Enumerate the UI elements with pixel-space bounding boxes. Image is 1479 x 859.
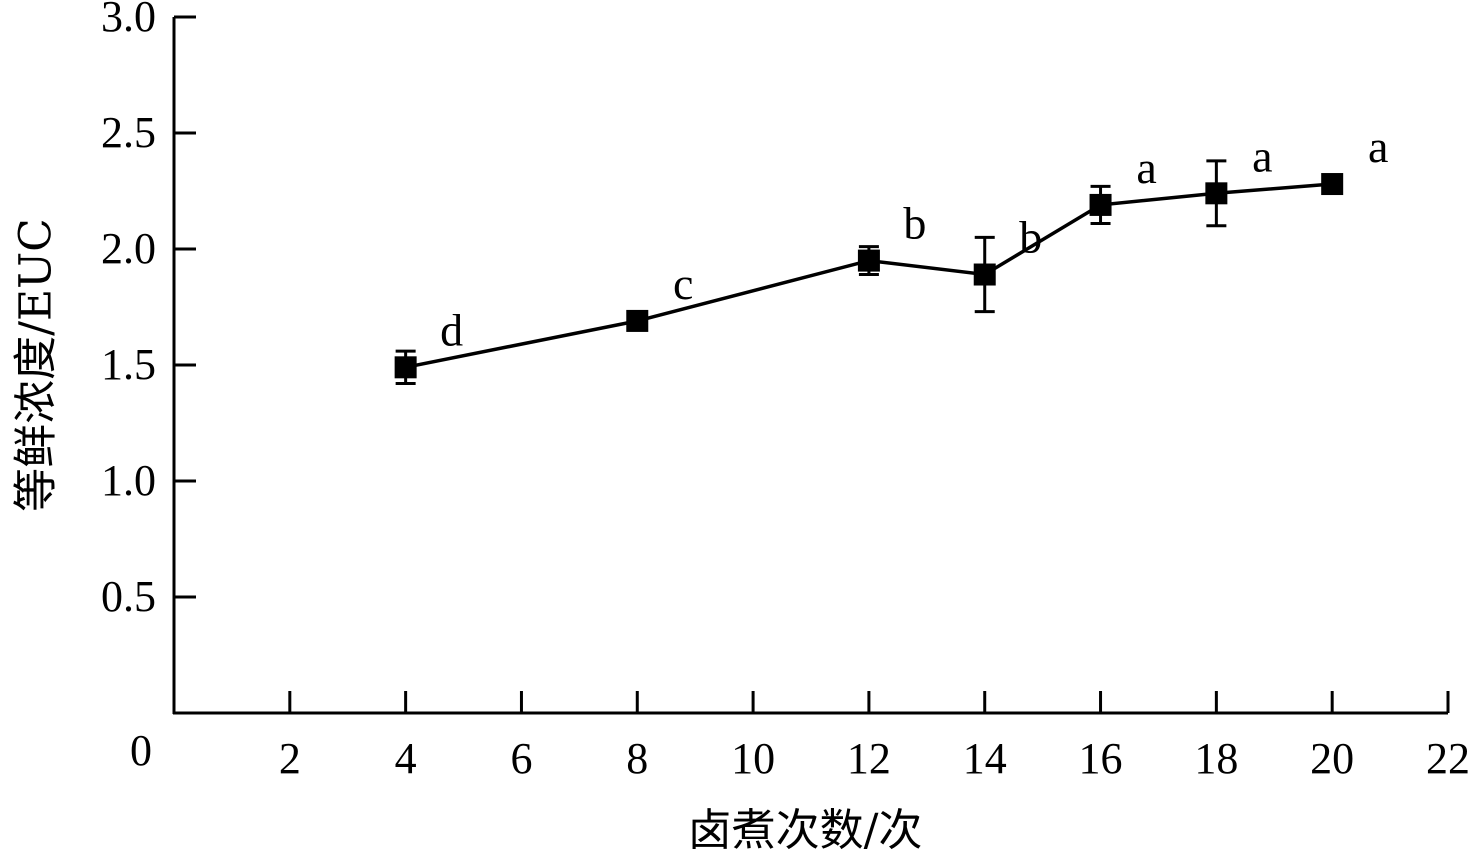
x-tick-label: 18 [1194, 734, 1238, 783]
significance-label: a [1136, 142, 1156, 193]
x-tick-label: 12 [847, 734, 891, 783]
significance-label: d [440, 304, 463, 355]
x-tick-label: 10 [731, 734, 775, 783]
axes [172, 17, 1448, 715]
x-tick-label: 6 [510, 734, 532, 783]
x-tick-label: 8 [626, 734, 648, 783]
data-point-marker [394, 356, 417, 379]
significance-label: a [1252, 130, 1272, 181]
y-tick-label: 2.5 [101, 108, 156, 157]
y-ticks: 0.5 1.0 1.5 2.0 2.5 3.0 [101, 0, 196, 621]
x-ticks: 2 4 6 8 10 12 14 16 18 20 22 [279, 691, 1470, 783]
x-tick-label: 20 [1310, 734, 1354, 783]
x-tick-label: 16 [1079, 734, 1123, 783]
significance-label: a [1368, 121, 1388, 172]
significance-label: c [673, 258, 693, 309]
y-tick-label: 2.0 [101, 224, 156, 273]
y-tick-label: 3.0 [101, 0, 156, 41]
data-point-marker [1089, 193, 1112, 216]
data-point-marker [626, 309, 649, 332]
series: d c b b a a a [394, 121, 1388, 386]
x-tick-label: 14 [963, 734, 1007, 783]
y-tick-label: 1.5 [101, 340, 156, 389]
x-axis-title: 卤煮次数/次 [688, 805, 923, 856]
origin-label: 0 [130, 726, 152, 775]
x-tick-label: 22 [1426, 734, 1470, 783]
x-tick-label: 2 [279, 734, 301, 783]
y-tick-label: 0.5 [101, 572, 156, 621]
y-tick-label: 1.0 [101, 456, 156, 505]
y-axis-title: 等鲜浓度/EUC [11, 218, 62, 512]
data-point-marker [857, 249, 880, 272]
significance-label: b [1019, 212, 1042, 263]
x-tick-label: 4 [395, 734, 417, 783]
data-point-marker [1205, 182, 1228, 205]
significance-label: b [903, 198, 926, 249]
data-point-marker [1321, 173, 1344, 196]
data-point-marker [973, 263, 996, 286]
